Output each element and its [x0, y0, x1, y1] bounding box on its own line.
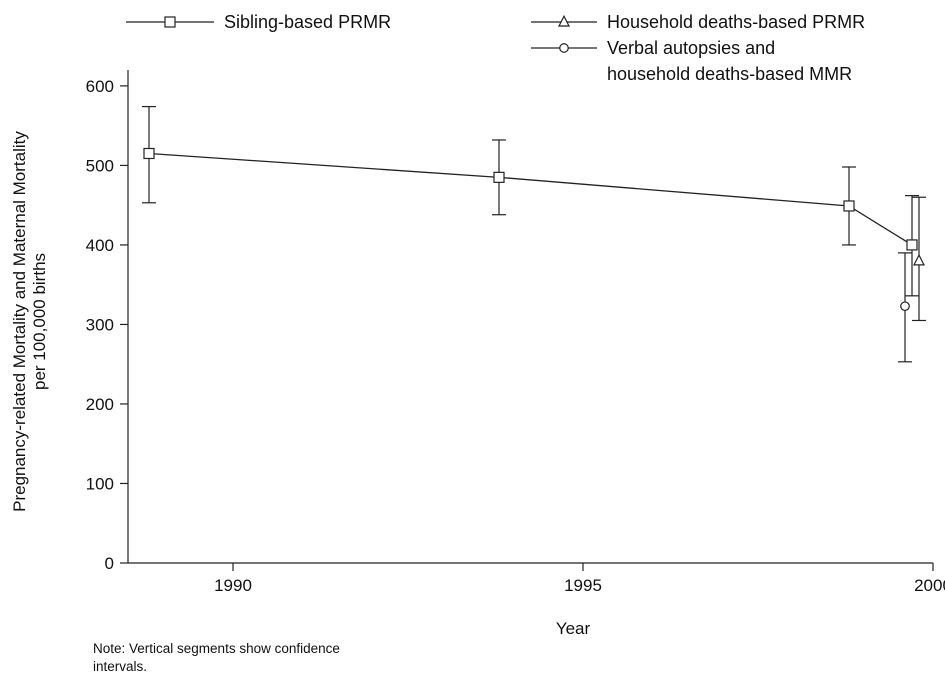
legend: Sibling-based PRMR Household deaths-based… [126, 12, 865, 84]
legend-item: Household deaths-based PRMR [531, 12, 865, 32]
data-point [913, 253, 925, 266]
plot-area [142, 105, 926, 363]
legend-label: household deaths-based MMR [607, 64, 852, 84]
x-tick-label: 2000 [914, 576, 945, 595]
legend-label: Sibling-based PRMR [224, 12, 391, 32]
legend-item: Sibling-based PRMR [126, 12, 391, 32]
legend-marker [164, 16, 176, 28]
y-axis-label: Pregnancy-related Mortality and Maternal… [10, 131, 49, 512]
data-point [843, 200, 855, 212]
series-triangle [912, 196, 926, 322]
legend-marker [558, 14, 570, 27]
series-square [142, 105, 919, 297]
axes: 0 100 200 300 400 500 600 1990 1995 2000 [86, 70, 945, 595]
y-tick-label: 600 [86, 77, 114, 96]
legend-marker [559, 43, 569, 53]
chart-note: Note: Vertical segments show confidence … [93, 641, 340, 674]
y-axis-label-line: Pregnancy-related Mortality and Maternal… [10, 131, 29, 512]
y-tick-label: 400 [86, 236, 114, 255]
y-tick-label: 500 [86, 156, 114, 175]
legend-label: Household deaths-based PRMR [607, 12, 865, 32]
legend-label: Verbal autopsies and [607, 38, 775, 58]
y-tick-label: 100 [86, 474, 114, 493]
x-tick-label: 1995 [564, 576, 602, 595]
series-circle [898, 252, 912, 363]
data-point [900, 301, 910, 312]
y-tick-label: 200 [86, 395, 114, 414]
data-point [493, 171, 505, 183]
y-tick-label: 0 [105, 554, 114, 573]
data-point [143, 147, 155, 160]
legend-item: Verbal autopsies and household deaths-bas… [531, 38, 852, 84]
y-tick-label: 300 [86, 315, 114, 334]
x-axis-label: Year [556, 619, 591, 638]
data-point [906, 239, 918, 251]
y-axis-label-line: per 100,000 births [30, 253, 49, 390]
series-line [148, 152, 913, 246]
x-tick-label: 1990 [214, 576, 252, 595]
